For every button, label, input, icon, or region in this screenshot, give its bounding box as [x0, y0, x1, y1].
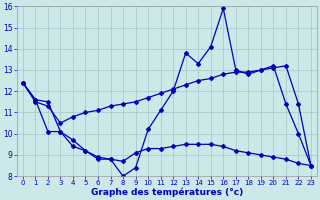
- X-axis label: Graphe des températures (°c): Graphe des températures (°c): [91, 188, 243, 197]
